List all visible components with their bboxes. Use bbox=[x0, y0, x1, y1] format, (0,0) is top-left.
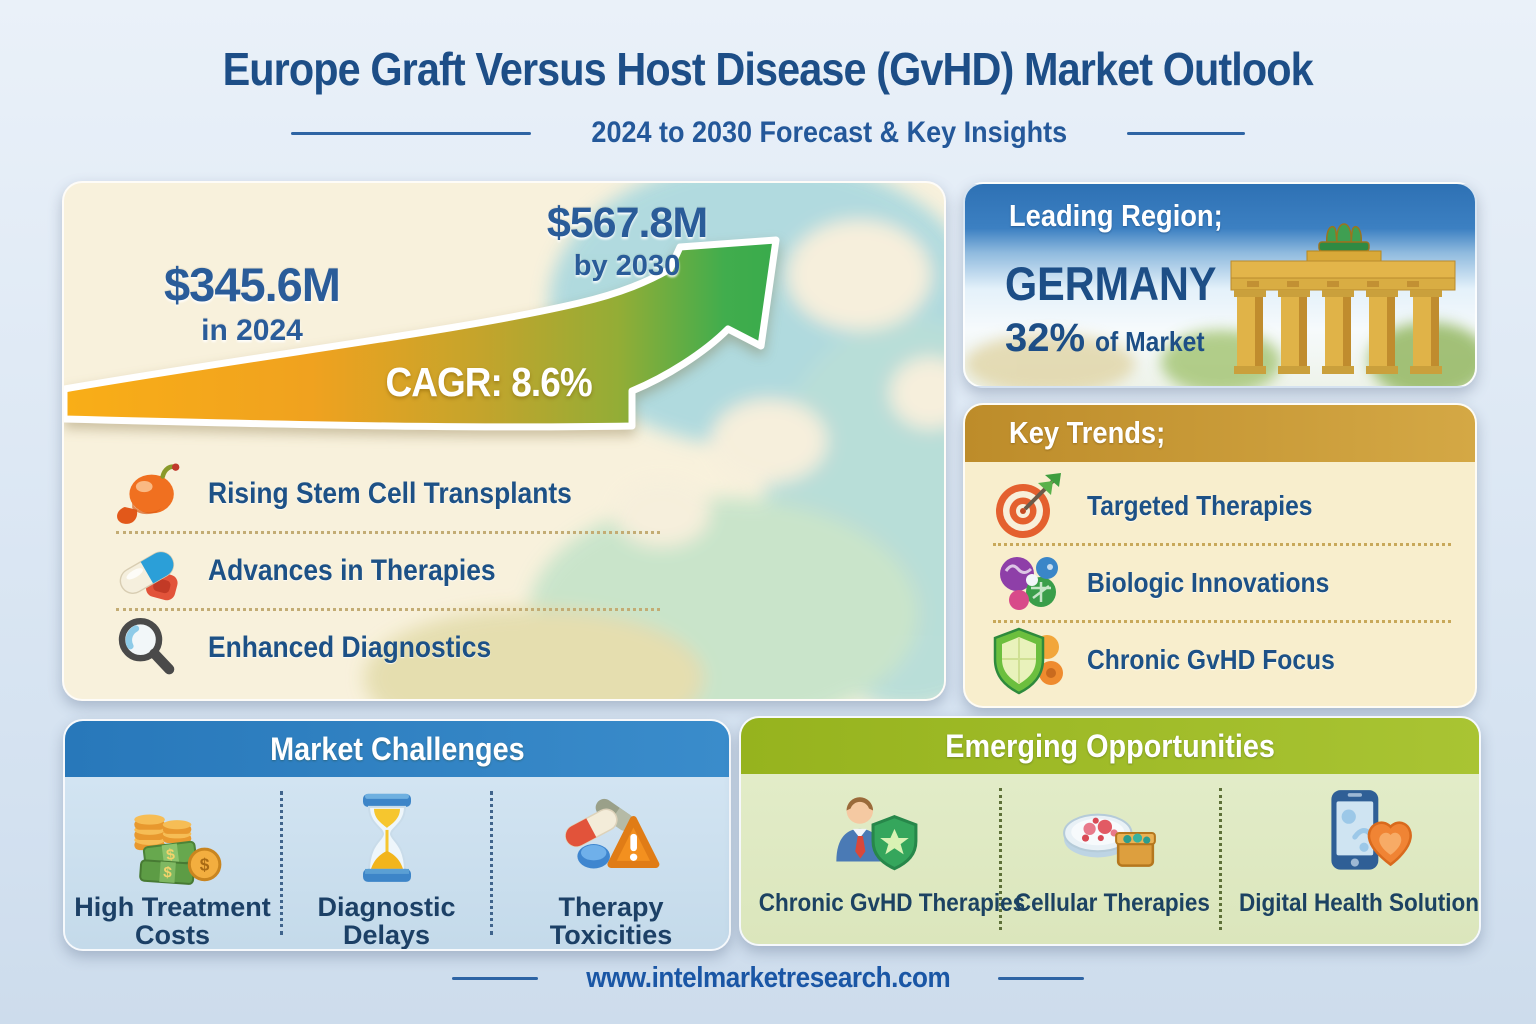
driver-label: Rising Stem Cell Transplants bbox=[208, 477, 572, 510]
target-arrow-icon bbox=[996, 473, 1061, 538]
opportunity-item: Cellular Therapies bbox=[1002, 774, 1219, 944]
key-trends-panel: Key Trends; Targeted Therapies bbox=[963, 403, 1477, 708]
challenge-label: Diagnostic Delays bbox=[317, 891, 456, 950]
share-suffix: of Market bbox=[1095, 326, 1205, 357]
market-challenges-body: $ $ $ High Treatment Costs bbox=[65, 777, 729, 949]
opportunity-item: Chronic GvHD Therapies bbox=[741, 774, 1025, 944]
pill-capsule-icon bbox=[119, 551, 178, 601]
brandenburg-gate-icon bbox=[1230, 223, 1456, 374]
trend-label: Biologic Innovations bbox=[1087, 567, 1330, 598]
cagr-text: CAGR: 8.6% bbox=[385, 359, 593, 405]
emerging-opportunities-heading-text: Emerging Opportunities bbox=[945, 727, 1275, 764]
footer-rule-right bbox=[998, 977, 1085, 980]
svg-text:$: $ bbox=[162, 864, 172, 882]
list-item: Targeted Therapies bbox=[989, 469, 1455, 543]
market-challenges-heading: Market Challenges bbox=[256, 731, 539, 768]
leading-region-heading-text: Leading Region; bbox=[1009, 198, 1223, 233]
challenge-label: High Treatment Costs bbox=[74, 891, 271, 950]
column-divider bbox=[1218, 788, 1222, 930]
website-link: www.intelmarketresearch.com bbox=[566, 962, 971, 995]
market-value-2024: $345.6M in 2024 bbox=[122, 257, 382, 348]
dotted-divider bbox=[116, 608, 660, 611]
growth-arrow-icon bbox=[64, 236, 780, 431]
key-trends-list: Targeted Therapies Biologic Innovations bbox=[989, 469, 1455, 697]
dotted-divider bbox=[993, 620, 1451, 623]
opportunity-item: Digital Health Solutions bbox=[1222, 774, 1481, 944]
footer-rule-left bbox=[451, 977, 538, 980]
subtitle-rule-left bbox=[290, 131, 531, 135]
market-challenges-heading-text: Market Challenges bbox=[269, 730, 525, 767]
trend-label: Targeted Therapies bbox=[1087, 490, 1313, 521]
emerging-opportunities-header: Emerging Opportunities bbox=[741, 718, 1479, 774]
list-item: Biologic Innovations bbox=[989, 546, 1455, 620]
leading-region-panel: Leading Region; GERMANY 32% of Market bbox=[963, 182, 1477, 388]
money-stack-icon: $ $ $ bbox=[133, 814, 221, 885]
value-2030-amount: $567.8M bbox=[546, 199, 708, 247]
phone-heart-icon bbox=[1331, 790, 1412, 870]
list-item: Advances in Therapies bbox=[110, 534, 666, 608]
growth-drivers-list: Rising Stem Cell Transplants Advances in… bbox=[110, 457, 666, 685]
share-value: 32% bbox=[1005, 316, 1086, 360]
challenge-item: Therapy Toxicities bbox=[493, 777, 729, 949]
magnifier-icon bbox=[118, 617, 175, 675]
market-challenges-panel: Market Challenges $ bbox=[63, 719, 731, 951]
website-text: www.intelmarketresearch.com bbox=[585, 962, 951, 994]
dotted-divider bbox=[116, 531, 660, 534]
leading-region-share: 32% of Market bbox=[1005, 316, 1220, 361]
list-item: Chronic GvHD Focus bbox=[989, 623, 1455, 697]
opportunity-label: Digital Health Solutions bbox=[1238, 889, 1481, 917]
value-2024-amount: $345.6M bbox=[164, 258, 341, 311]
subtitle-row: 2024 to 2030 Forecast & Key Insights bbox=[0, 116, 1536, 150]
key-trends-heading-text: Key Trends; bbox=[1009, 415, 1166, 450]
emerging-opportunities-panel: Emerging Opportunities Chronic GvHD Ther… bbox=[739, 716, 1481, 946]
column-divider bbox=[280, 791, 283, 935]
dotted-divider bbox=[993, 543, 1451, 546]
page-title-text: Europe Graft Versus Host Disease (GvHD) … bbox=[222, 43, 1314, 95]
petri-dish-icon bbox=[1063, 813, 1157, 867]
ground-wash bbox=[965, 334, 1135, 386]
driver-label: Enhanced Diagnostics bbox=[208, 631, 492, 664]
market-challenges-header: Market Challenges bbox=[65, 721, 729, 777]
leading-region-heading: Leading Region; bbox=[1009, 198, 1252, 234]
stem-cell-icon bbox=[117, 463, 180, 524]
column-divider bbox=[490, 791, 493, 935]
patient-shield-icon bbox=[836, 797, 918, 871]
market-growth-panel: $345.6M in 2024 $567.8M by 2030 CAGR: 8.… bbox=[62, 181, 946, 701]
driver-label: Advances in Therapies bbox=[208, 554, 496, 587]
key-trends-heading: Key Trends; bbox=[1009, 415, 1186, 451]
list-item: Enhanced Diagnostics bbox=[110, 611, 666, 685]
svg-text:$: $ bbox=[165, 846, 176, 864]
opportunity-label: Chronic GvHD Therapies bbox=[758, 889, 1025, 917]
cagr-label: CAGR: 8.6% bbox=[319, 359, 659, 406]
footer: www.intelmarketresearch.com bbox=[0, 962, 1536, 995]
page-subtitle: 2024 to 2030 Forecast & Key Insights bbox=[565, 116, 1094, 150]
emerging-opportunities-heading: Emerging Opportunities bbox=[927, 728, 1293, 765]
column-divider bbox=[999, 788, 1002, 930]
leading-region-name: GERMANY bbox=[1005, 256, 1245, 311]
challenge-item: Diagnostic Delays bbox=[283, 777, 490, 949]
emerging-opportunities-body: Chronic GvHD Therapies Cellular Therapie… bbox=[741, 774, 1479, 944]
value-2024-year: in 2024 bbox=[201, 314, 303, 347]
hourglass-icon bbox=[362, 793, 411, 882]
page-title: Europe Graft Versus Host Disease (GvHD) … bbox=[0, 42, 1536, 96]
shield-ribbon-icon bbox=[993, 627, 1063, 695]
subtitle-rule-right bbox=[1127, 131, 1246, 135]
list-item: Rising Stem Cell Transplants bbox=[110, 457, 666, 531]
key-trends-header: Key Trends; bbox=[965, 405, 1475, 462]
svg-text:$: $ bbox=[199, 855, 209, 875]
challenge-item: $ $ $ High Treatment Costs bbox=[65, 777, 280, 949]
challenge-label: Therapy Toxicities bbox=[549, 891, 673, 950]
page-subtitle-text: 2024 to 2030 Forecast & Key Insights bbox=[591, 116, 1067, 149]
leading-region-name-text: GERMANY bbox=[1005, 257, 1217, 310]
opportunity-label: Cellular Therapies bbox=[1015, 889, 1211, 917]
trend-label: Chronic GvHD Focus bbox=[1087, 644, 1335, 675]
pills-warning-icon bbox=[564, 798, 660, 869]
market-value-2030: $567.8M by 2030 bbox=[512, 199, 742, 283]
biologic-cells-icon bbox=[1000, 557, 1058, 610]
value-2030-year: by 2030 bbox=[573, 250, 681, 282]
